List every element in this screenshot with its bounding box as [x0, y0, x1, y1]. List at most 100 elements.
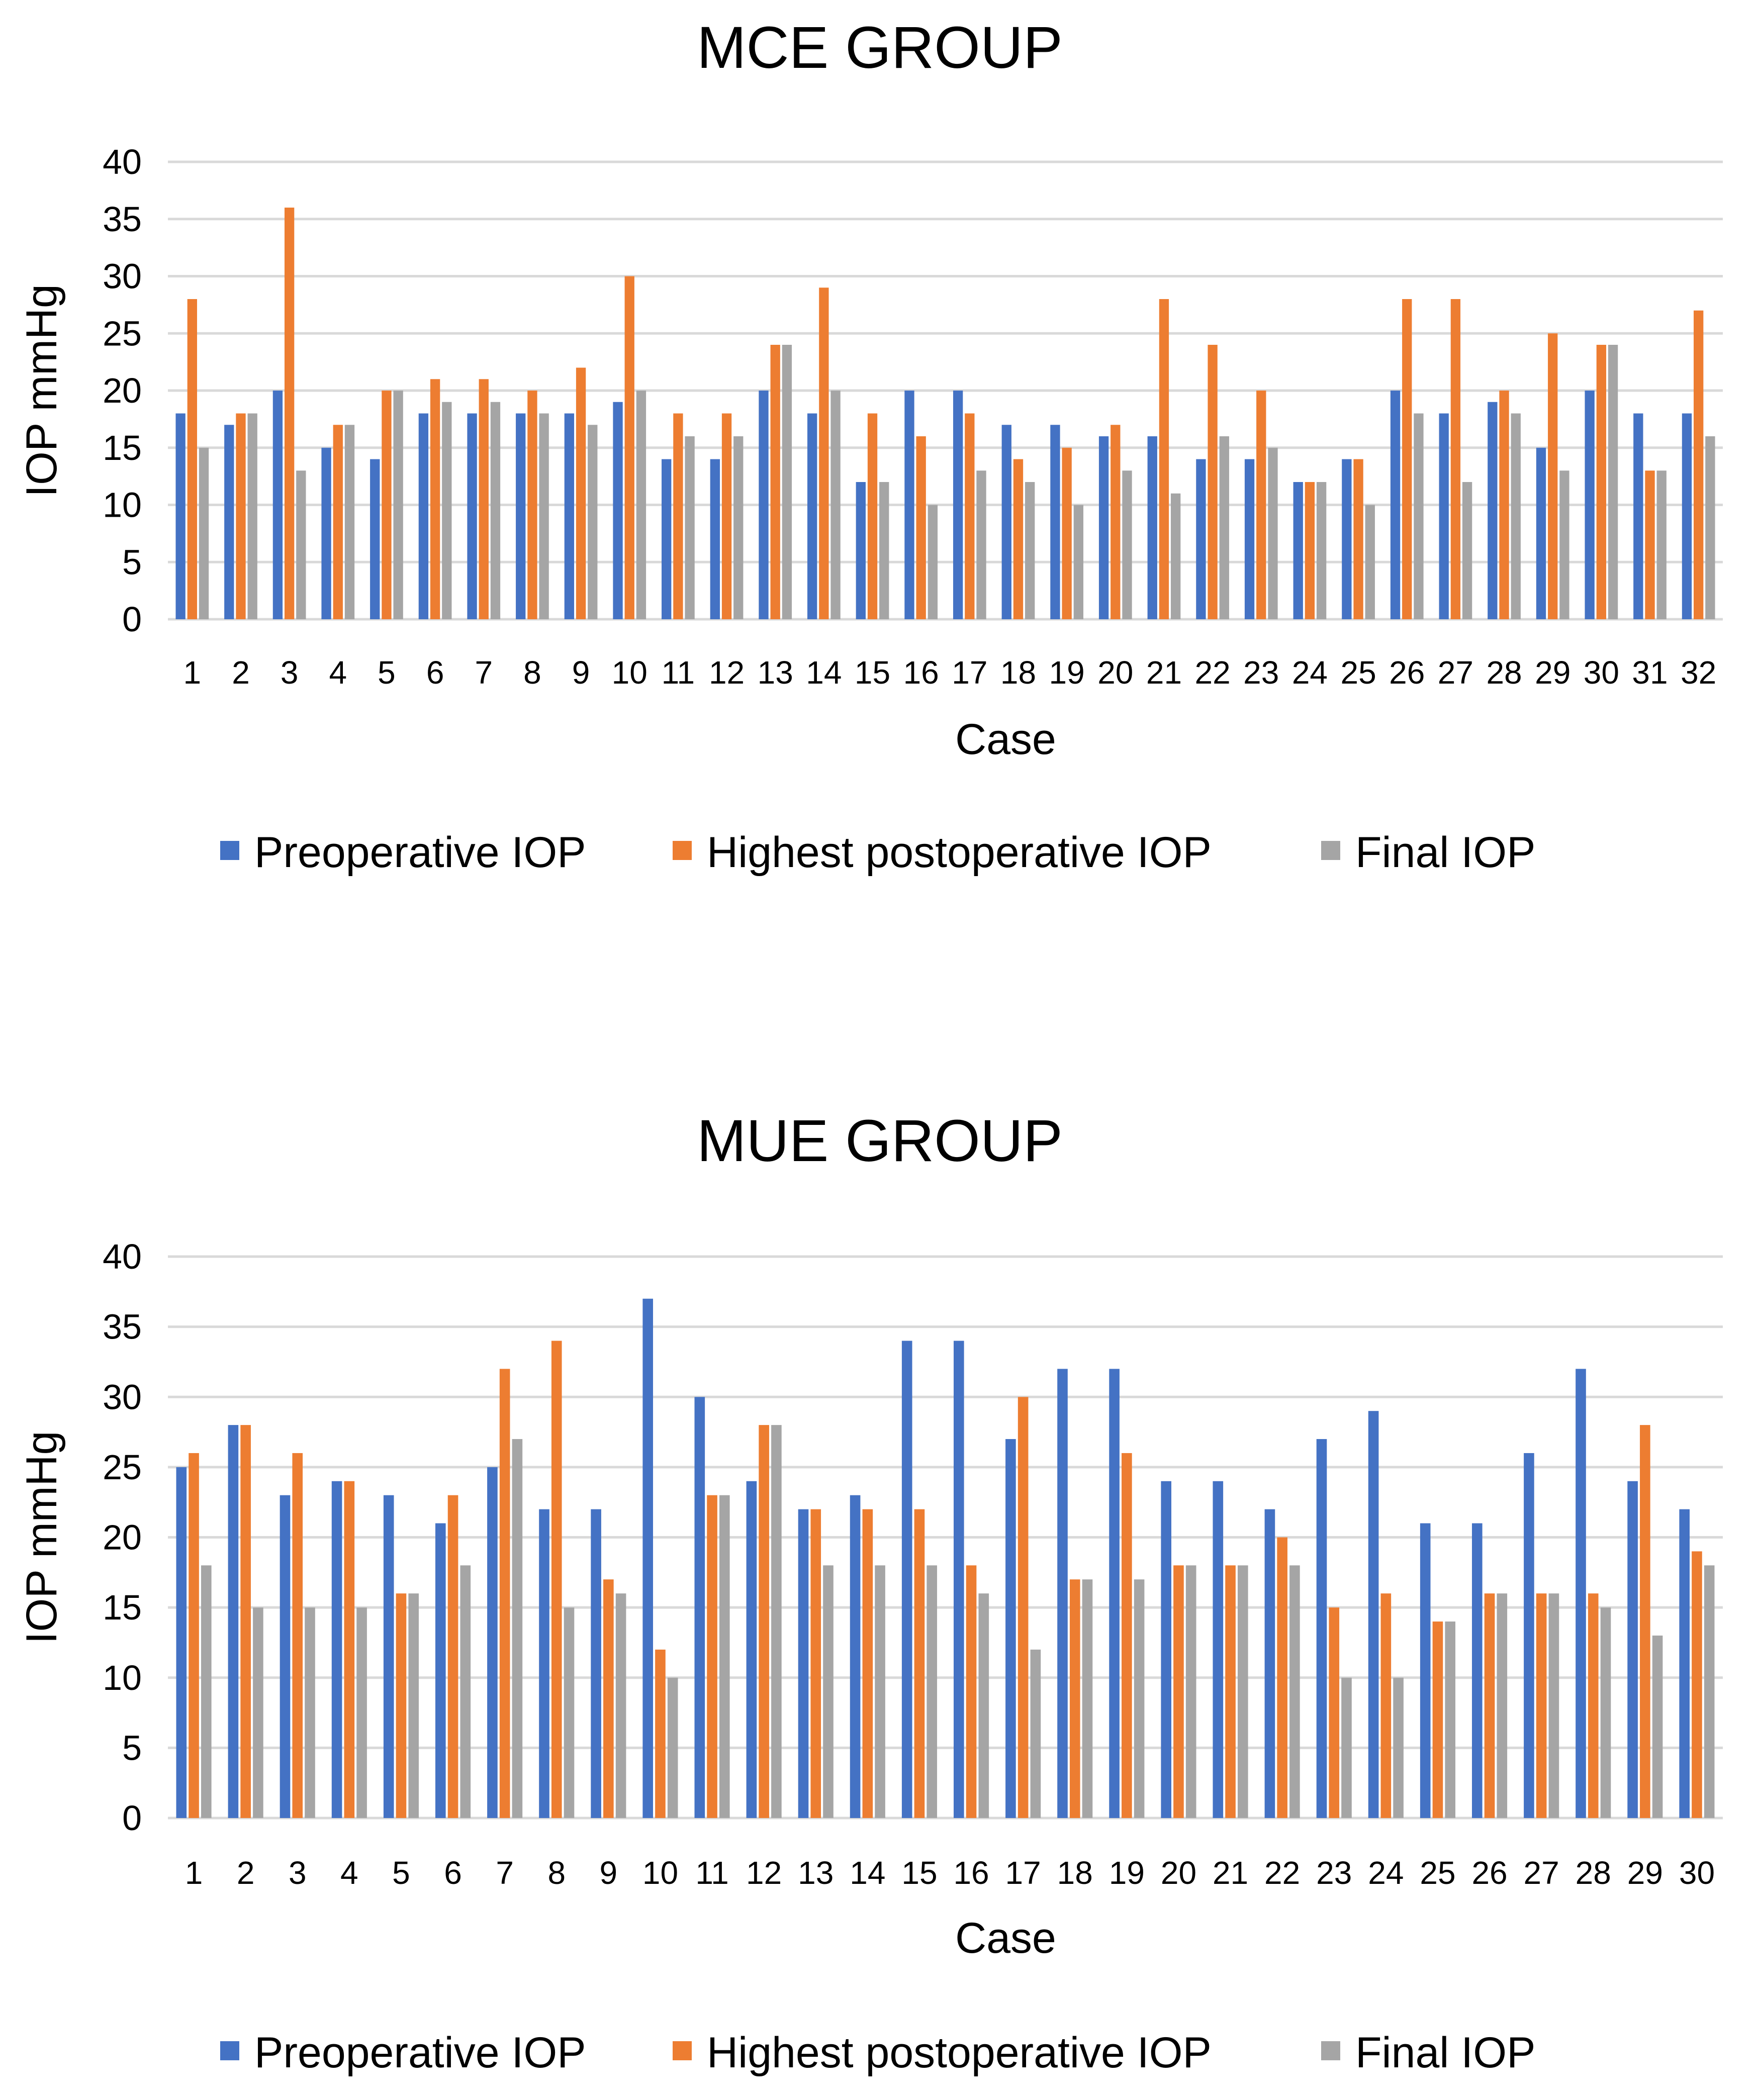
- bar-highest-postoperative: [1111, 425, 1121, 619]
- x-tick-label: 31: [1632, 654, 1668, 691]
- bar-final: [667, 1677, 678, 1818]
- x-tick-label: 23: [1243, 654, 1279, 691]
- x-tick-label: 7: [475, 654, 493, 691]
- x-tick-label: 19: [1109, 1855, 1145, 1891]
- legend-preoperative-label: Preoperative IOP: [254, 2029, 586, 2077]
- x-tick-label: 12: [709, 654, 745, 691]
- bar-highest-postoperative: [1013, 459, 1024, 619]
- bar-final: [1511, 413, 1521, 619]
- bar-highest-postoperative: [1277, 1537, 1287, 1818]
- bar-highest-postoperative: [1256, 391, 1266, 619]
- bar-preoperative: [280, 1495, 291, 1818]
- y-tick-label: 5: [122, 1728, 142, 1767]
- bar-final: [460, 1565, 471, 1818]
- x-tick-label: 18: [1057, 1855, 1093, 1891]
- x-tick-label: 13: [798, 1855, 834, 1891]
- bar-preoperative: [435, 1523, 446, 1818]
- y-tick-label: 35: [103, 200, 142, 239]
- x-tick-label: 16: [953, 1855, 989, 1891]
- bar-final: [490, 402, 501, 619]
- bar-final: [356, 1607, 367, 1818]
- x-tick-label: 26: [1389, 654, 1425, 691]
- bar-highest-postoperative: [396, 1593, 407, 1818]
- bar-highest-postoperative: [1017, 1397, 1029, 1818]
- bar-highest-postoperative: [1536, 1593, 1547, 1818]
- bar-preoperative: [953, 1341, 964, 1818]
- bar-final: [1608, 345, 1618, 619]
- bar-highest-postoperative: [867, 413, 878, 619]
- bar-final: [344, 425, 355, 619]
- bar-preoperative: [1293, 482, 1303, 619]
- bar-highest-postoperative: [1588, 1593, 1599, 1818]
- x-tick-label: 10: [642, 1855, 678, 1891]
- bar-preoperative: [1147, 436, 1157, 619]
- bar-highest-postoperative: [447, 1495, 458, 1818]
- chart-title: MUE GROUP: [697, 1108, 1063, 1174]
- x-tick-label: 2: [237, 1855, 255, 1891]
- y-tick-label: 15: [103, 1588, 142, 1627]
- bar-final: [442, 402, 452, 619]
- bar-highest-postoperative: [1225, 1565, 1236, 1818]
- bar-highest-postoperative: [1692, 1551, 1702, 1818]
- x-tick-label: 9: [572, 654, 590, 691]
- x-tick-label: 12: [746, 1855, 782, 1891]
- bar-highest-postoperative: [721, 413, 732, 619]
- bar-preoperative: [694, 1397, 705, 1818]
- x-tick-label: 14: [850, 1855, 885, 1891]
- bar-final: [719, 1495, 730, 1818]
- legend-preoperative-label: Preoperative IOP: [254, 828, 586, 877]
- x-tick-label: 21: [1146, 654, 1182, 691]
- x-tick-label: 11: [662, 654, 695, 691]
- bar-highest-postoperative: [189, 1453, 199, 1818]
- y-tick-label: 20: [103, 371, 142, 410]
- bar-final: [253, 1607, 263, 1818]
- x-tick-label: 5: [378, 654, 396, 691]
- bar-preoperative: [487, 1467, 498, 1818]
- bar-highest-postoperative: [344, 1481, 355, 1818]
- bar-preoperative: [642, 1298, 654, 1818]
- y-tick-label: 40: [103, 1237, 142, 1276]
- x-tick-label: 10: [612, 654, 647, 691]
- bar-final: [1497, 1593, 1508, 1818]
- bar-highest-postoperative: [284, 208, 295, 619]
- bar-final: [823, 1565, 834, 1818]
- bar-final: [1122, 470, 1132, 619]
- bar-final: [1289, 1565, 1300, 1818]
- bar-preoperative: [1536, 447, 1546, 619]
- bar-highest-postoperative: [770, 345, 780, 619]
- x-tick-label: 4: [329, 654, 347, 691]
- bar-preoperative: [1682, 413, 1692, 619]
- bar-highest-postoperative: [1432, 1621, 1443, 1818]
- bar-highest-postoperative: [1208, 345, 1218, 619]
- bar-preoperative: [710, 459, 720, 619]
- bar-highest-postoperative: [1548, 333, 1558, 619]
- bar-final: [564, 1607, 575, 1818]
- bar-final: [879, 482, 889, 619]
- x-tick-label: 20: [1161, 1855, 1196, 1891]
- bar-final: [201, 1565, 212, 1818]
- bar-final: [875, 1565, 885, 1818]
- x-tick-label: 22: [1195, 654, 1231, 691]
- bar-final: [830, 391, 841, 619]
- y-tick-label: 35: [103, 1307, 142, 1347]
- bar-final: [1600, 1607, 1611, 1818]
- bar-final: [1170, 493, 1181, 619]
- x-tick-label: 18: [1000, 654, 1036, 691]
- bar-preoperative: [228, 1425, 239, 1818]
- bar-final: [1219, 436, 1229, 619]
- x-axis-label: Case: [955, 1914, 1056, 1962]
- bar-highest-postoperative: [1062, 447, 1072, 619]
- bar-highest-postoperative: [862, 1509, 873, 1818]
- x-tick-label: 23: [1316, 1855, 1352, 1891]
- bar-preoperative: [272, 391, 283, 619]
- bar-highest-postoperative: [673, 413, 683, 619]
- x-tick-label: 6: [426, 654, 444, 691]
- legend-highest-postoperative-label: Highest postoperative IOP: [707, 2029, 1212, 2077]
- y-tick-label: 30: [103, 1377, 142, 1416]
- x-axis-label: Case: [955, 715, 1056, 763]
- legend-highest-postoperative-swatch: [673, 2041, 692, 2060]
- bar-preoperative: [759, 391, 769, 619]
- legend-final-swatch: [1321, 2041, 1340, 2060]
- bar-highest-postoperative: [240, 1425, 251, 1818]
